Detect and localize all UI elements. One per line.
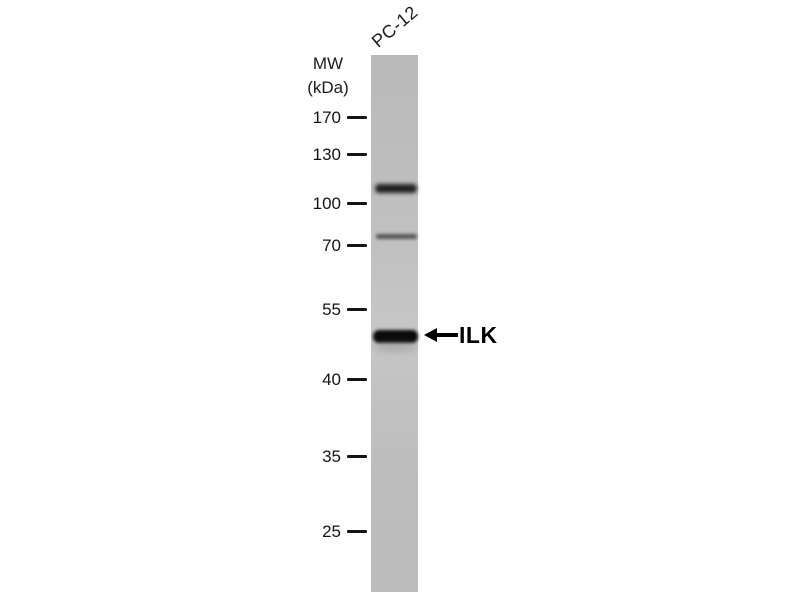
- gel-lane: [371, 55, 418, 592]
- mw-axis-title: MW (kDa): [296, 52, 360, 100]
- mw-marker-tick: [347, 308, 367, 311]
- arrow-shaft: [435, 333, 458, 337]
- annotation-label: ILK: [459, 322, 498, 348]
- mw-axis-title-line1: MW: [312, 54, 344, 73]
- mw-marker-label: 40: [322, 370, 341, 389]
- band-smear: [373, 342, 418, 351]
- mw-marker-tick: [347, 202, 367, 205]
- protein-band-labeled: [373, 329, 418, 343]
- mw-marker-tick: [347, 455, 367, 458]
- mw-marker-label: 130: [312, 145, 341, 164]
- mw-marker-label: 70: [322, 236, 341, 255]
- protein-band: [376, 233, 417, 239]
- mw-marker-tick: [347, 116, 367, 119]
- mw-marker-label: 25: [322, 522, 341, 541]
- mw-marker-tick: [347, 244, 367, 247]
- left-arrow-icon: [424, 328, 437, 342]
- mw-marker-tick: [347, 378, 367, 381]
- protein-band: [375, 183, 417, 193]
- mw-axis-title-line2: (kDa): [307, 78, 349, 97]
- mw-marker-label: 35: [322, 447, 341, 466]
- mw-marker-label: 100: [312, 194, 341, 213]
- mw-marker-tick: [347, 530, 367, 533]
- mw-marker-label: 55: [322, 300, 341, 319]
- mw-marker-label: 170: [312, 108, 341, 127]
- mw-marker-tick: [347, 153, 367, 156]
- lane-label: PC-12: [367, 1, 422, 52]
